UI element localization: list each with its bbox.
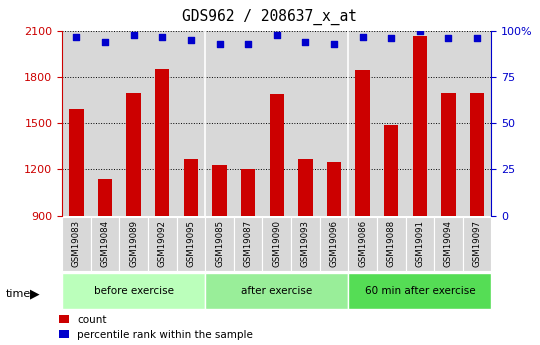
Text: GDS962 / 208637_x_at: GDS962 / 208637_x_at [183, 9, 357, 25]
Bar [69, 109, 84, 216]
Bar [377, 217, 406, 271]
Text: time: time [5, 289, 31, 299]
Bar [355, 69, 370, 216]
Bar [91, 217, 119, 271]
Point [100, 39, 109, 45]
Point [187, 38, 195, 43]
Bar [177, 217, 205, 271]
Bar [441, 92, 456, 216]
Bar [298, 159, 313, 216]
Point [301, 39, 310, 45]
Text: GSM19095: GSM19095 [186, 220, 195, 267]
Text: GSM19085: GSM19085 [215, 220, 224, 267]
Bar [205, 273, 348, 309]
Text: after exercise: after exercise [241, 286, 312, 296]
Bar [205, 217, 234, 271]
Text: GSM19084: GSM19084 [100, 220, 110, 267]
Point [329, 41, 338, 47]
Point [387, 36, 395, 41]
Bar [413, 36, 427, 216]
Bar [348, 217, 377, 271]
Bar [126, 92, 141, 216]
Bar [184, 159, 198, 216]
Bar [155, 69, 170, 216]
Point [72, 34, 81, 39]
Text: GSM19091: GSM19091 [415, 220, 424, 267]
Bar [62, 273, 205, 309]
Bar [384, 125, 399, 216]
Text: GSM19088: GSM19088 [387, 220, 396, 267]
Point [273, 32, 281, 38]
Text: GSM19096: GSM19096 [329, 220, 339, 267]
Bar [212, 165, 227, 216]
Bar [291, 217, 320, 271]
Bar [148, 217, 177, 271]
Point [215, 41, 224, 47]
Bar [98, 179, 112, 216]
Bar [62, 217, 91, 271]
Point [244, 41, 253, 47]
Legend: count, percentile rank within the sample: count, percentile rank within the sample [59, 315, 253, 340]
Text: GSM19093: GSM19093 [301, 220, 310, 267]
Bar [463, 217, 491, 271]
Bar [241, 169, 255, 216]
Text: 60 min after exercise: 60 min after exercise [364, 286, 475, 296]
Text: GSM19089: GSM19089 [129, 220, 138, 267]
Text: GSM19086: GSM19086 [358, 220, 367, 267]
Bar [262, 217, 291, 271]
Point [359, 34, 367, 39]
Bar [234, 217, 262, 271]
Point [444, 36, 453, 41]
Bar [470, 92, 484, 216]
Text: GSM19087: GSM19087 [244, 220, 253, 267]
Bar [348, 273, 491, 309]
Text: GSM19083: GSM19083 [72, 220, 81, 267]
Text: GSM19094: GSM19094 [444, 220, 453, 267]
Text: GSM19097: GSM19097 [472, 220, 482, 267]
Point [158, 34, 166, 39]
Bar [119, 217, 148, 271]
Bar [320, 217, 348, 271]
Bar [434, 217, 463, 271]
Bar [406, 217, 434, 271]
Point [130, 32, 138, 38]
Text: before exercise: before exercise [93, 286, 174, 296]
Text: ▶: ▶ [30, 287, 39, 300]
Point [416, 28, 424, 34]
Text: GSM19090: GSM19090 [272, 220, 281, 267]
Bar [269, 94, 284, 216]
Point [473, 36, 482, 41]
Bar [327, 162, 341, 216]
Text: GSM19092: GSM19092 [158, 220, 167, 267]
